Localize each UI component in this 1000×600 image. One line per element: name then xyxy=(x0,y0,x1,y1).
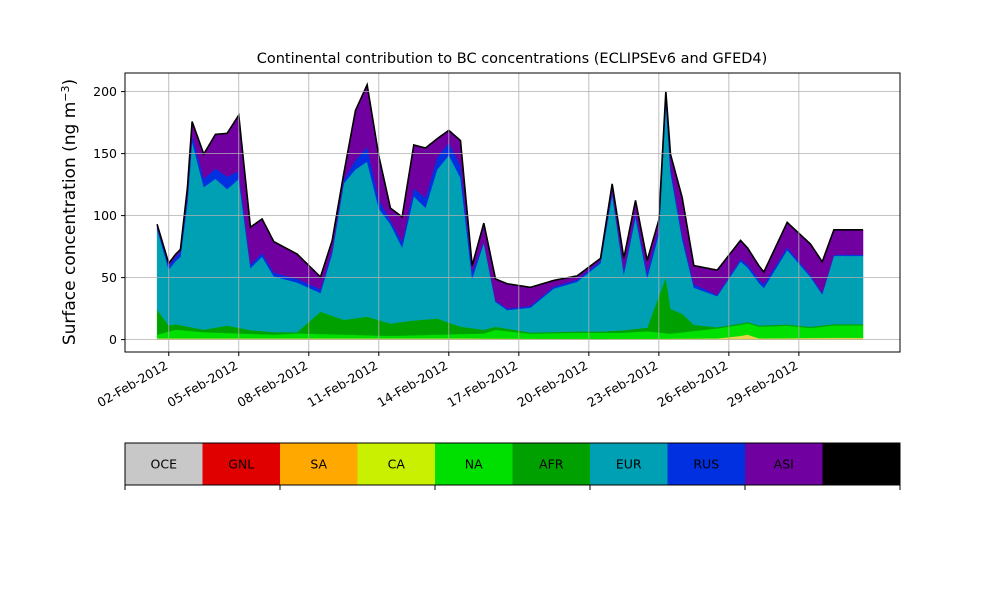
colorbar-swatch-ca xyxy=(357,443,436,485)
y-tick-label: 150 xyxy=(93,146,117,161)
y-axis-label-exponent: −3 xyxy=(59,85,72,101)
stacked-areas xyxy=(156,82,864,340)
colorbar-frame xyxy=(124,442,901,486)
colorbar-label: AUS xyxy=(848,457,874,472)
y-tick-label: 0 xyxy=(109,332,117,347)
colorbar-label: GNL xyxy=(228,457,254,472)
colorbar-swatch-oce xyxy=(125,443,203,485)
colorbar-label: SA xyxy=(310,457,327,472)
colorbar-label: CA xyxy=(388,457,406,472)
y-axis-label-close: ) xyxy=(60,79,80,86)
colorbar-label: ASI xyxy=(774,457,794,472)
colorbar-swatch-eur xyxy=(590,443,668,485)
colorbar-swatch-sa xyxy=(280,443,358,485)
colorbar-label: AFR xyxy=(539,457,564,472)
colorbar-swatch-rus xyxy=(667,443,746,485)
y-tick-label: 50 xyxy=(101,270,117,285)
y-axis-label-text: Surface concentration (ng m xyxy=(60,102,80,345)
colorbar-label: RUS xyxy=(693,457,719,472)
colorbar-label: OCE xyxy=(151,457,178,472)
colorbar-swatch-aus xyxy=(822,443,901,485)
chart-title: Continental contribution to BC concentra… xyxy=(257,51,768,67)
colorbar: OCE GNL SA CA NA AFR EUR RUS ASI AUS xyxy=(124,442,901,490)
colorbar-swatch-na xyxy=(435,443,513,485)
colorbar-label: EUR xyxy=(616,457,642,472)
colorbar-swatch-afr xyxy=(512,443,591,485)
colorbar-swatch-asi xyxy=(745,443,823,485)
grid xyxy=(125,73,900,352)
y-tick-label: 200 xyxy=(93,84,117,99)
plot-frame xyxy=(124,72,901,353)
y-axis-label: Surface concentration (ng m−3) xyxy=(59,79,80,345)
colorbar-swatch-gnl xyxy=(202,443,281,485)
colorbar-label: NA xyxy=(465,457,483,472)
total-concentration-line xyxy=(156,82,864,289)
y-tick-label: 100 xyxy=(93,208,117,223)
